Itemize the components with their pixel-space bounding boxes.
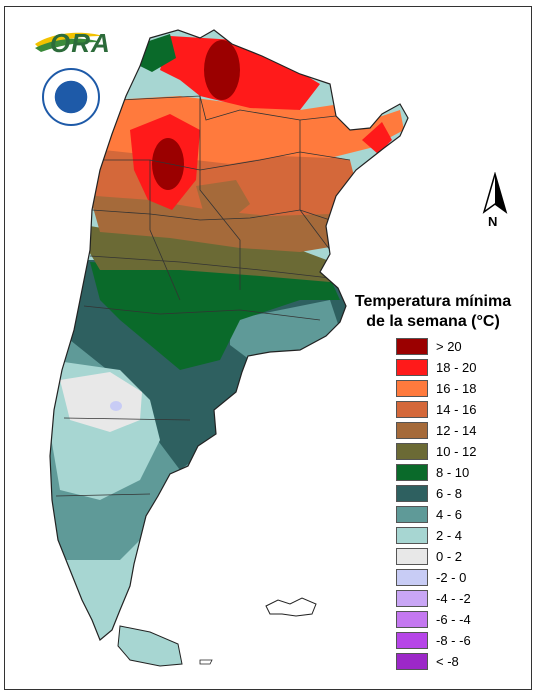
- legend-swatch: [396, 485, 428, 502]
- legend-label: 8 - 10: [436, 465, 470, 480]
- legend-label: < -8: [436, 654, 459, 669]
- legend-title-line1: Temperatura mínima: [354, 293, 512, 310]
- legend-title: Temperatura mínima de la semana (°C): [338, 292, 528, 332]
- legend-swatch: [396, 443, 428, 460]
- legend-swatch: [396, 506, 428, 523]
- legend-swatch: [396, 611, 428, 628]
- legend-swatch: [396, 464, 428, 481]
- legend-swatch: [396, 380, 428, 397]
- legend-swatch: [396, 569, 428, 586]
- legend-label: 18 - 20: [436, 360, 477, 375]
- legend-label: 16 - 18: [436, 381, 477, 396]
- legend-swatch: [396, 527, 428, 544]
- legend-label: 12 - 14: [436, 423, 477, 438]
- legend-swatch: [396, 653, 428, 670]
- legend-label: -6 - -4: [436, 612, 471, 627]
- smn-seal-logo: [42, 68, 100, 126]
- legend-swatch: [396, 359, 428, 376]
- legend-swatch: [396, 632, 428, 649]
- ora-logo-text: ORA: [50, 28, 111, 58]
- legend-swatch: [396, 548, 428, 565]
- legend-label: 0 - 2: [436, 549, 463, 564]
- legend-label: -4 - -2: [436, 591, 471, 606]
- legend-swatch: [396, 422, 428, 439]
- legend-label: 10 - 12: [436, 444, 477, 459]
- north-label: N: [488, 214, 498, 229]
- legend-swatch: [396, 338, 428, 355]
- north-arrow-icon: [482, 172, 508, 214]
- legend-swatch: [396, 590, 428, 607]
- ora-logo-swoosh: [35, 32, 103, 52]
- legend-label: > 20: [436, 339, 462, 354]
- legend-label: 6 - 8: [436, 486, 463, 501]
- legend-label: -2 - 0: [436, 570, 467, 585]
- legend-label: 4 - 6: [436, 507, 463, 522]
- legend-label: 2 - 4: [436, 528, 463, 543]
- legend-label: 14 - 16: [436, 402, 477, 417]
- legend-title-line2: de la semana (°C): [366, 313, 500, 330]
- legend-label: -8 - -6: [436, 633, 471, 648]
- legend-swatch: [396, 401, 428, 418]
